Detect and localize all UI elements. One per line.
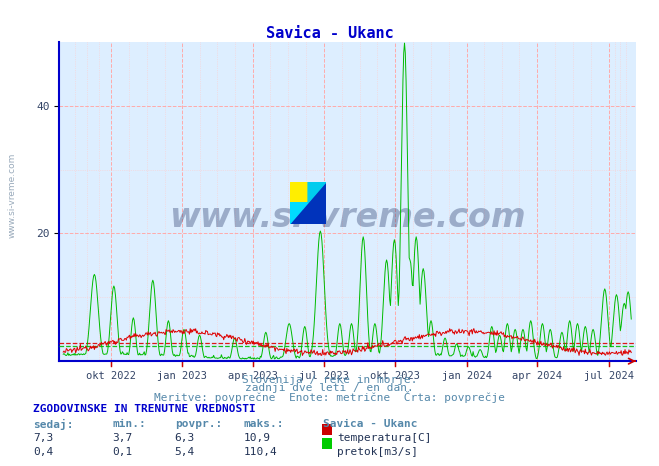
Polygon shape — [290, 182, 326, 224]
Text: 0,4: 0,4 — [33, 447, 53, 457]
Polygon shape — [308, 182, 326, 203]
Text: povpr.:: povpr.: — [175, 419, 222, 429]
Text: www.si-vreme.com: www.si-vreme.com — [169, 201, 526, 234]
Text: Savica - Ukanc: Savica - Ukanc — [266, 26, 393, 41]
Text: 6,3: 6,3 — [175, 433, 195, 443]
Text: 0,1: 0,1 — [112, 447, 132, 457]
Text: temperatura[C]: temperatura[C] — [337, 433, 432, 443]
Text: www.si-vreme.com: www.si-vreme.com — [8, 153, 17, 239]
Text: Savica - Ukanc: Savica - Ukanc — [323, 419, 417, 429]
Polygon shape — [290, 182, 326, 224]
Text: 5,4: 5,4 — [175, 447, 195, 457]
Text: 10,9: 10,9 — [244, 433, 271, 443]
Text: maks.:: maks.: — [244, 419, 284, 429]
Text: 3,7: 3,7 — [112, 433, 132, 443]
Text: min.:: min.: — [112, 419, 146, 429]
Text: pretok[m3/s]: pretok[m3/s] — [337, 447, 418, 457]
Text: 110,4: 110,4 — [244, 447, 277, 457]
Bar — [290, 182, 308, 203]
Text: 7,3: 7,3 — [33, 433, 53, 443]
Text: ZGODOVINSKE IN TRENUTNE VREDNOSTI: ZGODOVINSKE IN TRENUTNE VREDNOSTI — [33, 404, 256, 414]
Text: Slovenija / reke in morje.: Slovenija / reke in morje. — [242, 375, 417, 385]
Polygon shape — [290, 203, 308, 224]
Text: Meritve: povprečne  Enote: metrične  Črta: povprečje: Meritve: povprečne Enote: metrične Črta:… — [154, 391, 505, 403]
Text: zadnji dve leti / en dan.: zadnji dve leti / en dan. — [245, 383, 414, 393]
Text: sedaj:: sedaj: — [33, 419, 73, 431]
